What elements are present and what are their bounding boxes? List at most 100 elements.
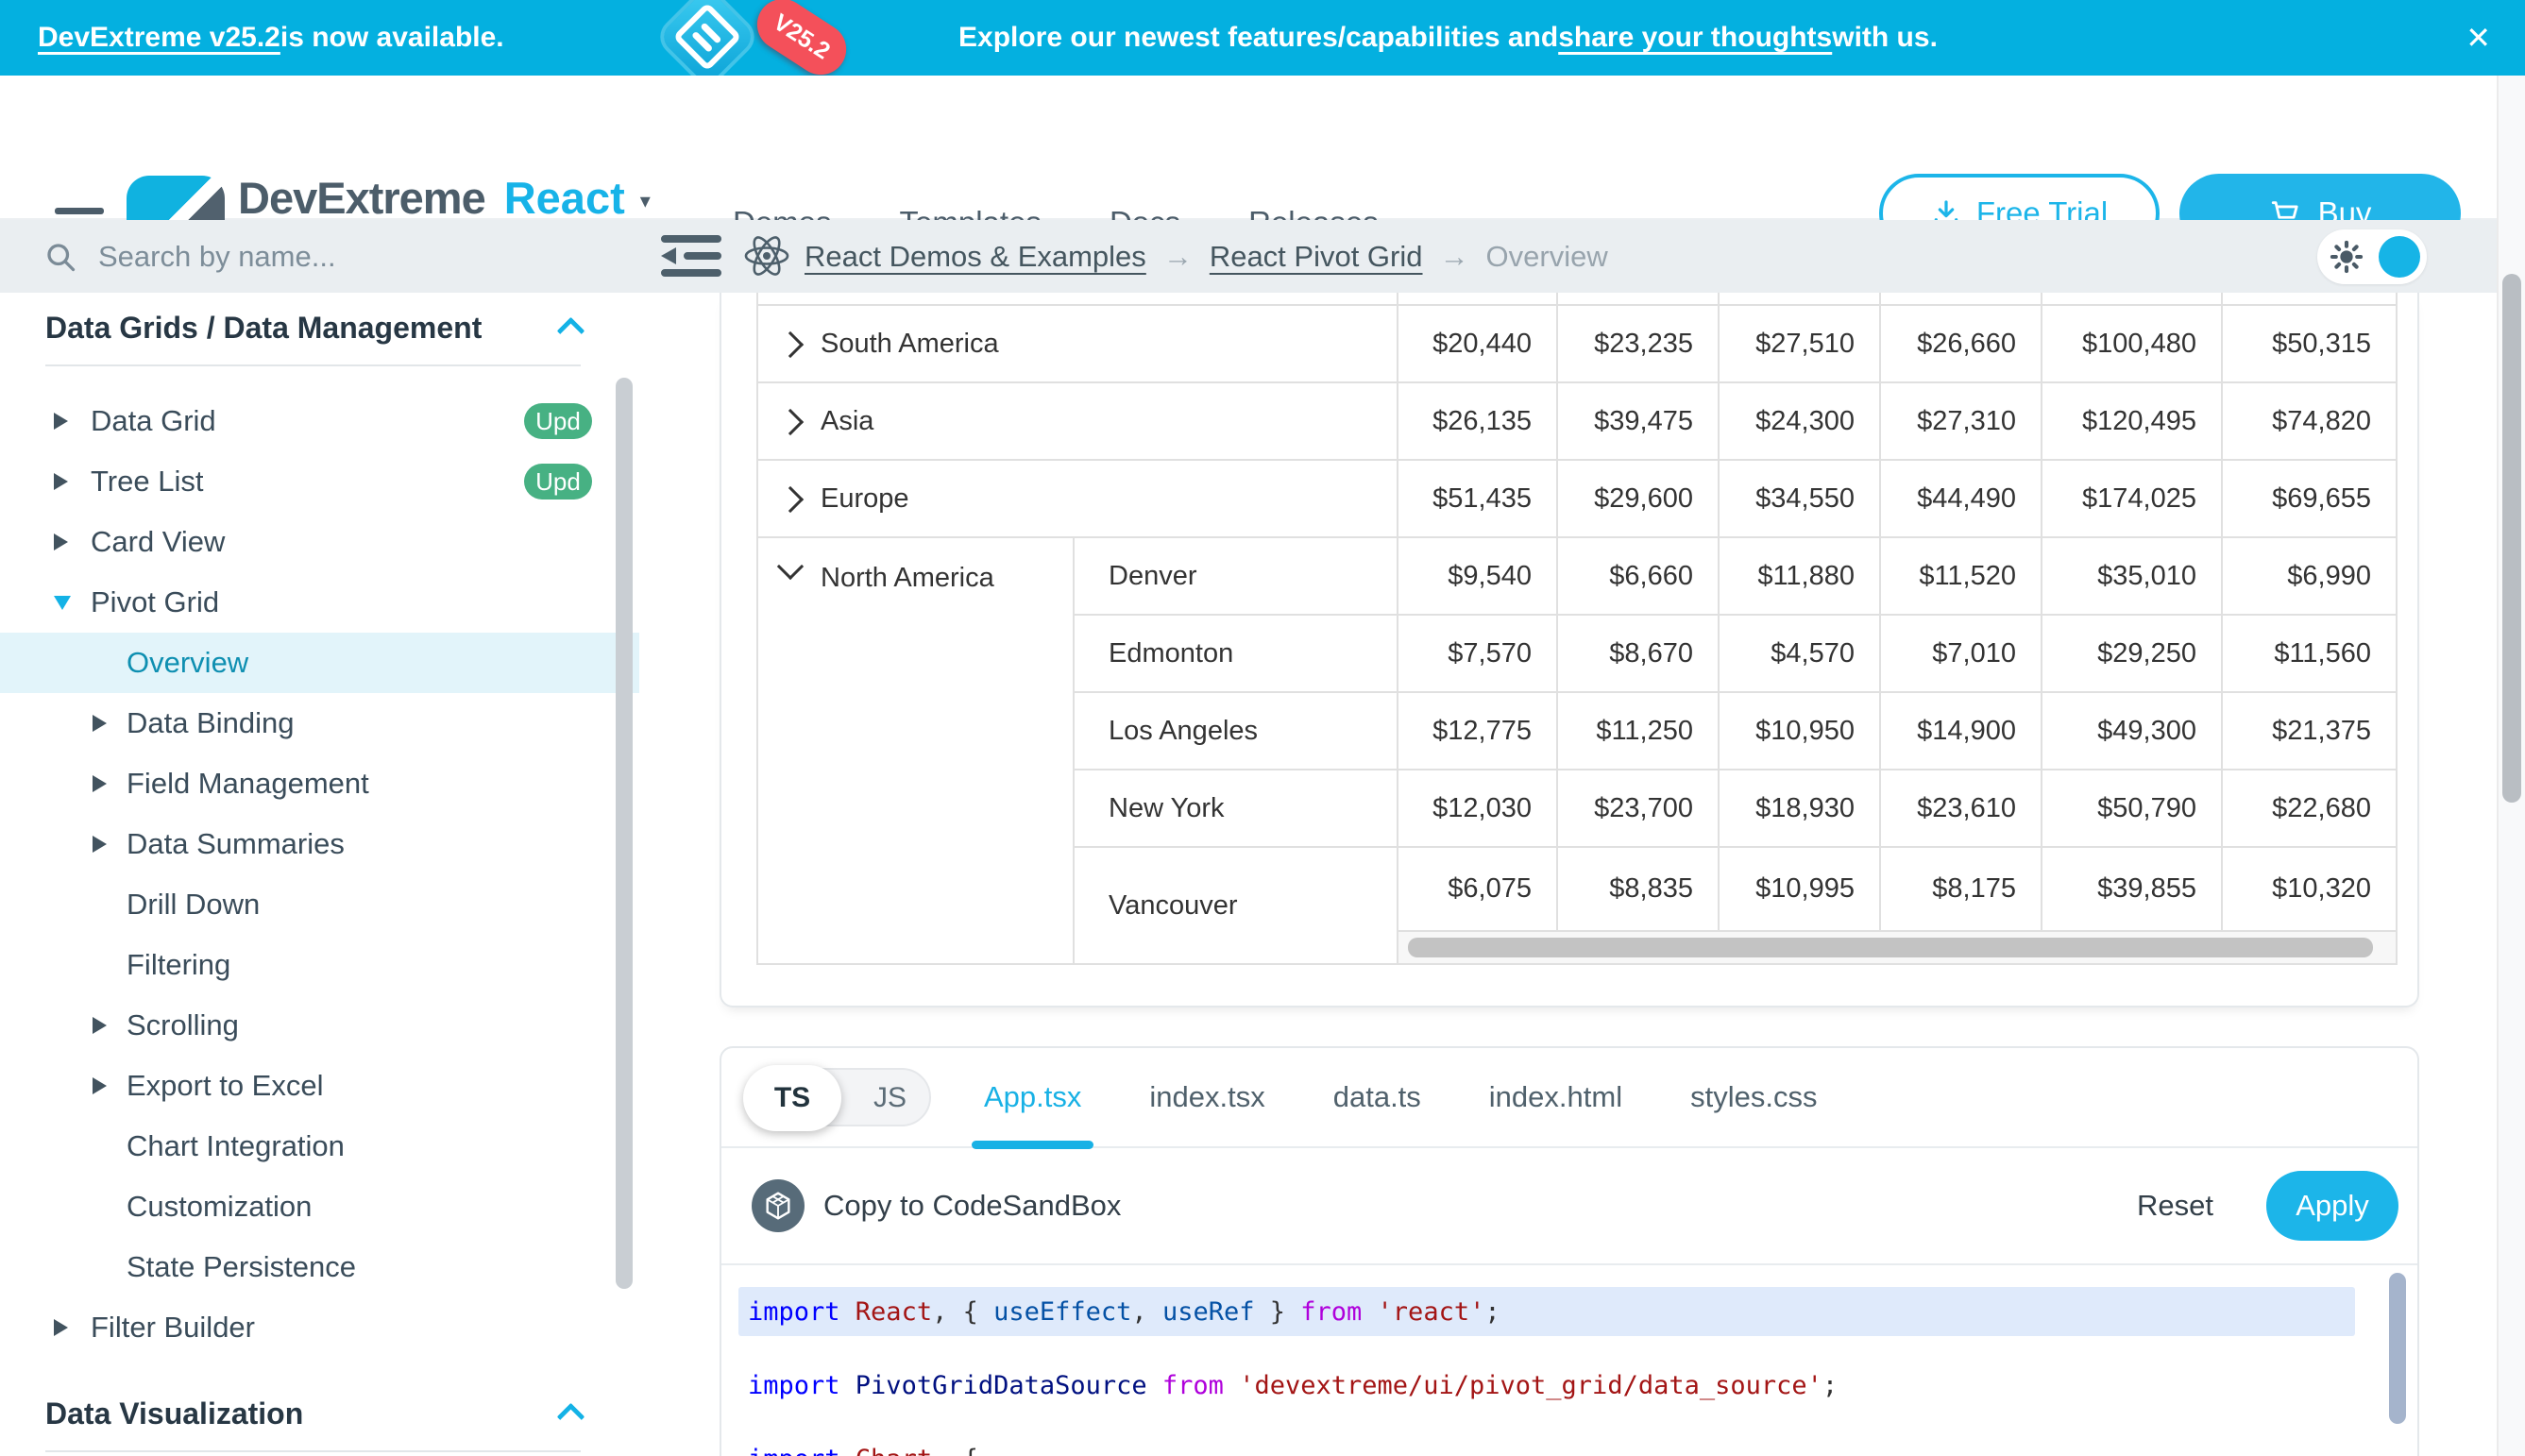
pivot-row-label: North America	[821, 563, 994, 593]
banner-right-text: Explore our newest features/capabilities…	[958, 0, 1938, 76]
pivot-value-cell: $8,835	[1556, 848, 1718, 932]
chevron-right-icon[interactable]	[776, 330, 805, 359]
expand-arrow-icon[interactable]	[93, 1077, 107, 1094]
language-toggle-knob-ts[interactable]: TS	[743, 1065, 841, 1131]
language-toggle[interactable]: TS JS	[743, 1065, 931, 1131]
code-tab-index-html[interactable]: index.html	[1489, 1047, 1622, 1147]
breadcrumb-overview: Overview	[1485, 239, 1608, 273]
code-editor-scrollbar[interactable]	[2389, 1273, 2406, 1424]
sidebar-section-data-grids-data-management[interactable]: Data Grids / Data Management	[0, 298, 639, 357]
codesandbox-icon[interactable]	[752, 1179, 805, 1232]
sidebar-item-label: Export to Excel	[127, 1069, 324, 1102]
pivot-partial-cell	[1718, 293, 1879, 306]
code-token: import	[748, 1296, 856, 1327]
code-tab-styles-css[interactable]: styles.css	[1690, 1047, 1817, 1147]
pivot-value-cell: $49,300	[2041, 693, 2221, 770]
expand-arrow-icon[interactable]	[93, 1017, 107, 1034]
sidebar-item-filter-builder[interactable]: Filter Builder	[0, 1297, 639, 1358]
share-thoughts-link[interactable]: share your thoughts	[1558, 22, 1833, 53]
search-input[interactable]	[96, 238, 553, 275]
pivot-value-cell: $6,075	[1397, 848, 1556, 932]
pivot-value-cell: $6,990	[2221, 538, 2396, 616]
expand-arrow-icon[interactable]	[93, 836, 107, 853]
sidebar-item-label: Card View	[91, 525, 226, 558]
sidebar-item-data-binding[interactable]: Data Binding	[0, 693, 639, 753]
sidebar-item-tree-list[interactable]: Tree List Upd	[0, 451, 639, 512]
pivot-city-denver: Denver	[1073, 538, 1397, 616]
sidebar-item-chart-integration[interactable]: Chart Integration	[0, 1116, 639, 1177]
sidebar-item-field-management[interactable]: Field Management	[0, 753, 639, 814]
code-tab-index-tsx[interactable]: index.tsx	[1149, 1047, 1264, 1147]
sidebar-item-export-to-excel[interactable]: Export to Excel	[0, 1056, 639, 1116]
code-tab-app-tsx[interactable]: App.tsx	[972, 1047, 1094, 1149]
brand[interactable]: DevExtreme React ▾	[238, 172, 651, 224]
pivot-value-cell: $29,600	[1556, 461, 1718, 538]
sidebar-item-scrolling[interactable]: Scrolling	[0, 995, 639, 1056]
language-option-js[interactable]: JS	[873, 1082, 907, 1113]
chevron-down-icon[interactable]	[776, 552, 805, 581]
expand-arrow-icon[interactable]	[93, 715, 107, 732]
expand-arrow-icon[interactable]	[54, 1319, 68, 1336]
sidebar-item-pivot-grid[interactable]: Pivot Grid	[0, 572, 639, 633]
theme-toggle[interactable]	[2317, 229, 2427, 284]
banner-close-icon[interactable]: ✕	[2466, 21, 2491, 55]
pivot-value-cell: $74,820	[2221, 383, 2396, 461]
framework-selector[interactable]: React	[503, 173, 625, 223]
theme-toggle-knob[interactable]	[2379, 236, 2420, 278]
pivot-value-cell: $7,010	[1879, 616, 2041, 693]
sidebar-section-data-visualization[interactable]: Data Visualization	[0, 1384, 639, 1443]
sidebar-item-card-view[interactable]: Card View	[0, 512, 639, 572]
toolbar-band: React Demos & Examples → React Pivot Grid →…	[0, 220, 2497, 293]
pivot-value-cell: $20,440	[1397, 306, 1556, 383]
breadcrumb-separator: →	[1162, 239, 1193, 273]
sidebar-item-data-grid[interactable]: Data Grid Upd	[0, 391, 639, 451]
collapse-arrow-icon[interactable]	[54, 595, 71, 610]
pivot-scrollbar-thumb[interactable]	[1408, 938, 2373, 957]
pivot-value-cell: $9,540	[1397, 538, 1556, 616]
code-token: 'devextreme/ui/pivot_grid/data_source'	[1239, 1370, 1822, 1400]
apply-button[interactable]: Apply	[2266, 1171, 2398, 1241]
code-editor[interactable]: import React, { useEffect, useRef } from…	[721, 1265, 2417, 1456]
sidebar-item-label: State Persistence	[127, 1250, 356, 1283]
banner-right-post: with us.	[1832, 22, 1938, 53]
pivot-row-europe[interactable]: Europe	[758, 461, 1397, 538]
code-token: , {	[932, 1445, 978, 1456]
framework-caret-icon[interactable]: ▾	[639, 189, 651, 212]
expand-arrow-icon[interactable]	[93, 775, 107, 792]
chevron-right-icon[interactable]	[776, 408, 805, 436]
reset-button[interactable]: Reset	[2137, 1189, 2213, 1222]
breadcrumb-react-pivot-grid[interactable]: React Pivot Grid	[1209, 239, 1423, 273]
pivot-city-edmonton: Edmonton	[1073, 616, 1397, 693]
copy-to-codesandbox-button[interactable]: Copy to CodeSandBox	[823, 1189, 1122, 1222]
pivot-value-cell: $11,560	[2221, 616, 2396, 693]
pivot-value-cell: $44,490	[1879, 461, 2041, 538]
header: JS DevExtreme React ▾ by DevExpress Demo…	[0, 76, 2525, 285]
expand-arrow-icon[interactable]	[54, 473, 68, 490]
sidebar-scrollbar[interactable]	[616, 378, 633, 1289]
collapse-sidebar-icon[interactable]	[661, 235, 723, 279]
expand-arrow-icon[interactable]	[54, 533, 68, 550]
sidebar-divider	[45, 364, 581, 366]
pivot-row-north-america[interactable]: North America	[758, 538, 1073, 963]
pivot-row-asia[interactable]: Asia	[758, 383, 1397, 461]
sidebar: Data Grids / Data Management Data Grid Upd…	[0, 293, 639, 1456]
code-tab-data-ts[interactable]: data.ts	[1333, 1047, 1421, 1147]
banner-version-link[interactable]: DevExtreme v25.2	[38, 22, 280, 53]
sidebar-item-data-summaries[interactable]: Data Summaries	[0, 814, 639, 874]
pivot-value-cell: $10,950	[1718, 693, 1879, 770]
sidebar-item-label: Overview	[127, 646, 249, 679]
sidebar-item-drill-down[interactable]: Drill Down	[0, 874, 639, 935]
sidebar-item-overview[interactable]: Overview	[0, 633, 639, 693]
sidebar-item-filtering[interactable]: Filtering	[0, 935, 639, 995]
sidebar-search	[0, 220, 639, 293]
expand-arrow-icon[interactable]	[54, 413, 68, 430]
code-token: import	[748, 1445, 856, 1456]
sidebar-item-customization[interactable]: Customization	[0, 1177, 639, 1237]
chevron-right-icon[interactable]	[776, 485, 805, 514]
breadcrumb-react-demos-examples[interactable]: React Demos & Examples	[805, 239, 1146, 273]
sidebar-item-state-persistence[interactable]: State Persistence	[0, 1237, 639, 1297]
page-scrollbar-thumb[interactable]	[2502, 274, 2521, 803]
pivot-row-south-america[interactable]: South America	[758, 306, 1397, 383]
code-token: from	[1161, 1370, 1240, 1400]
